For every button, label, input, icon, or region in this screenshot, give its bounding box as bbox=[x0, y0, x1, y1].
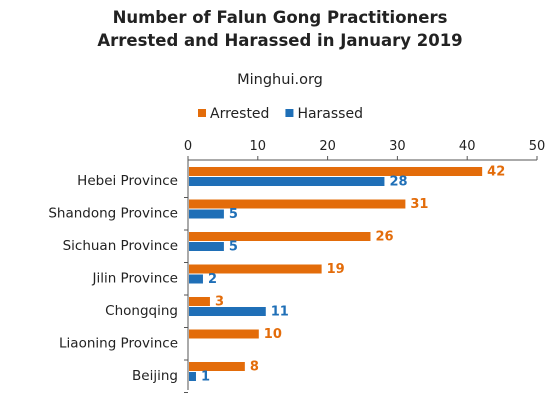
x-tick-label: 40 bbox=[459, 139, 476, 154]
bar-harassed bbox=[189, 177, 385, 186]
bar-harassed bbox=[189, 274, 203, 284]
x-tick-label: 50 bbox=[529, 139, 546, 154]
category-label: Liaoning Province bbox=[59, 336, 178, 352]
data-label-arrested: 10 bbox=[264, 327, 282, 342]
chart-subtitle: Minghui.org bbox=[237, 72, 323, 88]
legend-swatch-arrested bbox=[198, 109, 206, 117]
legend-swatch-harassed bbox=[285, 109, 294, 117]
category-label: Shandong Province bbox=[48, 206, 178, 222]
chart-title-line-2: Arrested and Harassed in January 2019 bbox=[97, 31, 463, 50]
x-tick-label: 20 bbox=[319, 139, 336, 154]
category-label: Sichuan Province bbox=[63, 238, 178, 254]
data-label-harassed: 1 bbox=[201, 370, 210, 385]
bar-arrested bbox=[189, 232, 371, 241]
bar-arrested bbox=[189, 167, 483, 176]
bar-arrested bbox=[189, 264, 322, 274]
bar-arrested bbox=[189, 297, 210, 306]
data-label-arrested: 19 bbox=[327, 262, 345, 277]
category-label: Hebei Province bbox=[77, 173, 178, 189]
bar-harassed bbox=[189, 307, 266, 316]
legend-label-harassed: Harassed bbox=[297, 106, 363, 122]
data-label-arrested: 8 bbox=[250, 360, 259, 375]
bar-harassed bbox=[189, 372, 196, 381]
bar-arrested bbox=[189, 362, 245, 371]
data-label-harassed: 28 bbox=[389, 175, 407, 190]
data-label-harassed: 5 bbox=[229, 240, 238, 255]
data-label-harassed: 2 bbox=[208, 272, 217, 287]
x-tick-label: 10 bbox=[250, 139, 267, 154]
category-label: Beijing bbox=[132, 368, 178, 384]
category-label: Chongqing bbox=[105, 303, 178, 319]
legend-label-arrested: Arrested bbox=[210, 106, 269, 122]
bar-arrested bbox=[189, 329, 259, 339]
x-tick-label: 0 bbox=[184, 139, 192, 154]
x-tick-label: 30 bbox=[389, 139, 406, 154]
chart-title-line-1: Number of Falun Gong Practitioners bbox=[112, 8, 448, 27]
data-label-arrested: 31 bbox=[410, 197, 428, 212]
bar-harassed bbox=[189, 242, 224, 251]
bar-arrested bbox=[189, 199, 406, 209]
bar-harassed bbox=[189, 209, 224, 219]
data-label-arrested: 3 bbox=[215, 295, 224, 310]
category-label: Jilin Province bbox=[91, 271, 178, 287]
data-label-arrested: 26 bbox=[375, 230, 393, 245]
data-label-harassed: 11 bbox=[271, 305, 289, 320]
data-label-arrested: 42 bbox=[487, 165, 505, 180]
data-label-harassed: 5 bbox=[229, 207, 238, 222]
